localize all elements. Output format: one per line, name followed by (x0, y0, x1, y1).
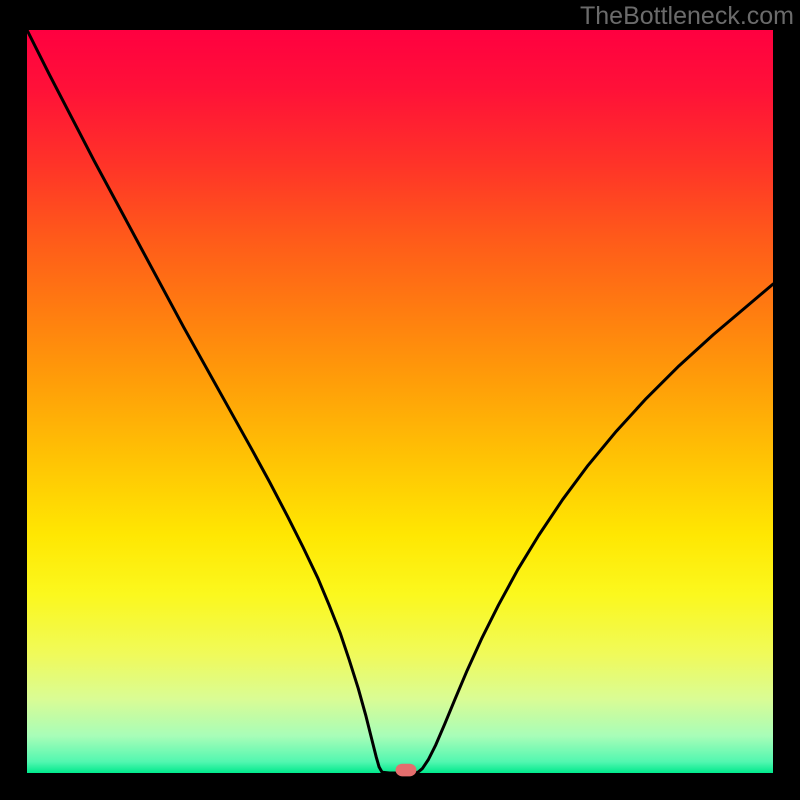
watermark-text: TheBottleneck.com (580, 2, 794, 31)
chart-svg (0, 0, 800, 800)
optimal-marker (396, 764, 417, 777)
plot-background (27, 30, 773, 773)
figure-container: TheBottleneck.com (0, 0, 800, 800)
